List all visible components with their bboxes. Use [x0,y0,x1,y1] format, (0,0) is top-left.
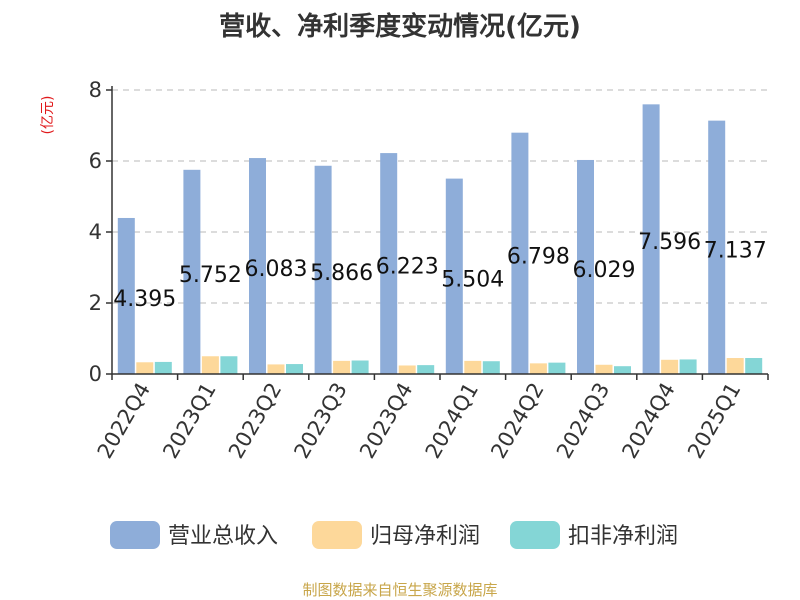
y-tick-label: 2 [89,291,102,315]
x-tick-label: 2025Q1 [683,379,745,463]
data-label-revenue: 4.395 [113,287,176,312]
bar-revenue [183,169,201,374]
bar-net-profit [333,360,351,374]
data-label-revenue: 7.596 [638,230,701,255]
bar-net-profit [529,363,547,374]
data-label-revenue: 6.029 [573,258,636,283]
x-tick-label: 2024Q4 [617,379,679,463]
x-tick-label: 2023Q4 [355,379,417,463]
x-tick-label: 2023Q2 [224,379,286,463]
x-tick-label: 2022Q4 [93,379,155,463]
bar-revenue [511,132,529,374]
bar-deducted-net-profit [351,360,369,374]
bar-net-profit [661,359,679,374]
bar-revenue [577,159,594,374]
legend: 营业总收入 归母净利润 扣非净利润 [110,521,678,549]
y-tick-label: 8 [89,78,102,102]
x-tick-label: 2024Q2 [486,379,548,463]
y-tick-label: 0 [89,362,102,386]
bar-deducted-net-profit [286,364,303,374]
data-label-revenue: 7.137 [704,238,767,263]
bar-revenue [708,120,726,374]
bar-net-profit [464,360,482,374]
legend-label: 扣非净利润 [568,524,678,549]
x-tick-label: 2024Q1 [421,379,483,463]
x-tick-label: 2024Q3 [552,379,614,463]
bar-deducted-net-profit [548,362,566,374]
chart-title: 营收、净利季度变动情况(亿元) [219,11,581,42]
bar-deducted-net-profit [417,365,435,374]
bar-deducted-net-profit [154,361,172,374]
source-note: 制图数据来自恒生聚源数据库 [302,581,497,599]
y-tick-label: 4 [89,220,102,244]
legend-label: 营业总收入 [168,524,278,549]
y-tick-label: 6 [89,149,102,173]
bar-net-profit [595,364,613,374]
bar-revenue [380,153,398,374]
bar-net-profit [726,358,744,374]
bar-net-profit [201,356,219,374]
data-label-revenue: 5.504 [441,267,504,292]
bar-revenue [117,217,135,374]
legend-label: 归母净利润 [370,524,480,549]
data-label-revenue: 5.752 [179,263,242,288]
legend-swatch [110,521,160,549]
bar-net-profit [398,365,416,374]
y-unit-label: (亿元) [40,96,56,135]
bar-deducted-net-profit [614,366,631,374]
data-label-revenue: 6.223 [376,255,439,280]
bar-deducted-net-profit [745,358,763,374]
x-tick-label: 2023Q3 [289,379,351,463]
x-tick-label: 2023Q1 [158,379,220,463]
bar-deducted-net-profit [679,359,697,374]
bar-net-profit [136,362,154,374]
bar-revenue [642,104,660,374]
data-label-revenue: 6.083 [245,257,308,282]
bar-revenue [445,178,463,374]
bar-revenue [314,165,332,374]
bars [117,104,763,374]
data-label-revenue: 5.866 [310,261,373,286]
legend-swatch [510,521,560,549]
data-label-revenue: 6.798 [507,244,570,269]
bar-deducted-net-profit [482,361,500,374]
bar-revenue [249,158,266,374]
bar-net-profit [267,364,285,374]
legend-swatch [312,521,362,549]
bar-deducted-net-profit [220,356,238,374]
